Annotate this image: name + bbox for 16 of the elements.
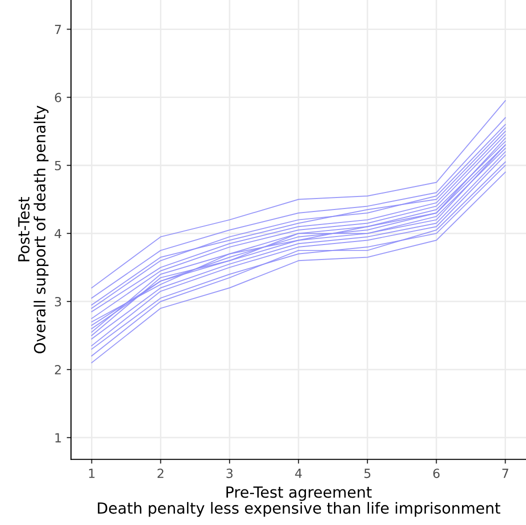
x-tick-label: 5 xyxy=(364,468,370,478)
x-tick-label: 6 xyxy=(433,468,440,478)
y-tick-label: 3 xyxy=(54,296,61,306)
y-tick-label: 6 xyxy=(54,92,62,102)
y-tick-label: 5 xyxy=(54,161,61,170)
y-axis-title: Post-Test Overall support of death penalty xyxy=(18,106,48,354)
x-axis-title: Pre-Test agreement Death penalty less expensive than life imprisonment xyxy=(98,486,500,517)
x-tick-label: 3 xyxy=(226,468,233,478)
x-tick-label: 7 xyxy=(502,468,508,478)
y-tick-label: 7 xyxy=(55,24,61,34)
y-tick-label: 4 xyxy=(54,229,62,238)
y-tick-label: 1 xyxy=(55,433,61,442)
y-tick-label: 2 xyxy=(54,365,61,374)
x-tick-label: 1 xyxy=(89,468,95,478)
x-tick-label: 4 xyxy=(295,468,302,478)
x-tick-label: 2 xyxy=(158,468,164,478)
